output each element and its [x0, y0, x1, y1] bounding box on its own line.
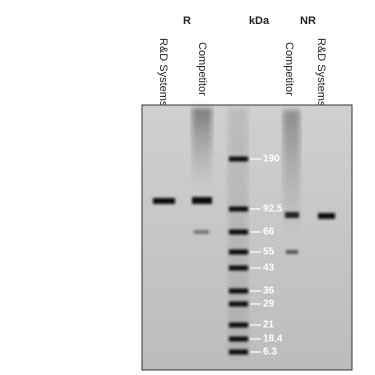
ladder-band [229, 229, 248, 235]
marker-label: 36 [263, 286, 275, 297]
ladder: 190 92.5 66 55 43 36 29 21 18.4 6.3 [229, 154, 283, 358]
marker-label: 21 [263, 320, 275, 331]
marker-label: 29 [263, 299, 275, 310]
ladder-band [229, 206, 248, 212]
ladder-band [229, 288, 248, 294]
lane-label: R&D Systems [315, 38, 327, 107]
marker-label: 190 [263, 154, 280, 165]
marker-label: 66 [263, 227, 275, 238]
ladder-band [229, 156, 248, 162]
header-nr: NR [300, 15, 316, 27]
marker-label: 18.4 [263, 334, 283, 345]
header-r: R [183, 15, 191, 27]
lane-label: Competitor [196, 42, 208, 96]
ladder-band [229, 349, 248, 355]
marker-label: 6.3 [263, 347, 277, 358]
ladder-band [229, 301, 248, 307]
header-kda: kDa [249, 15, 270, 27]
ladder-band [229, 322, 248, 328]
marker-label: 92.5 [263, 204, 283, 215]
ladder-band [229, 265, 248, 271]
marker-label: 43 [263, 263, 275, 274]
ladder-band [229, 336, 248, 342]
lane-label: Competitor [283, 42, 295, 96]
lane-label: R&D Systems [157, 38, 169, 107]
marker-label: 55 [263, 247, 275, 258]
ladder-band [229, 249, 248, 255]
